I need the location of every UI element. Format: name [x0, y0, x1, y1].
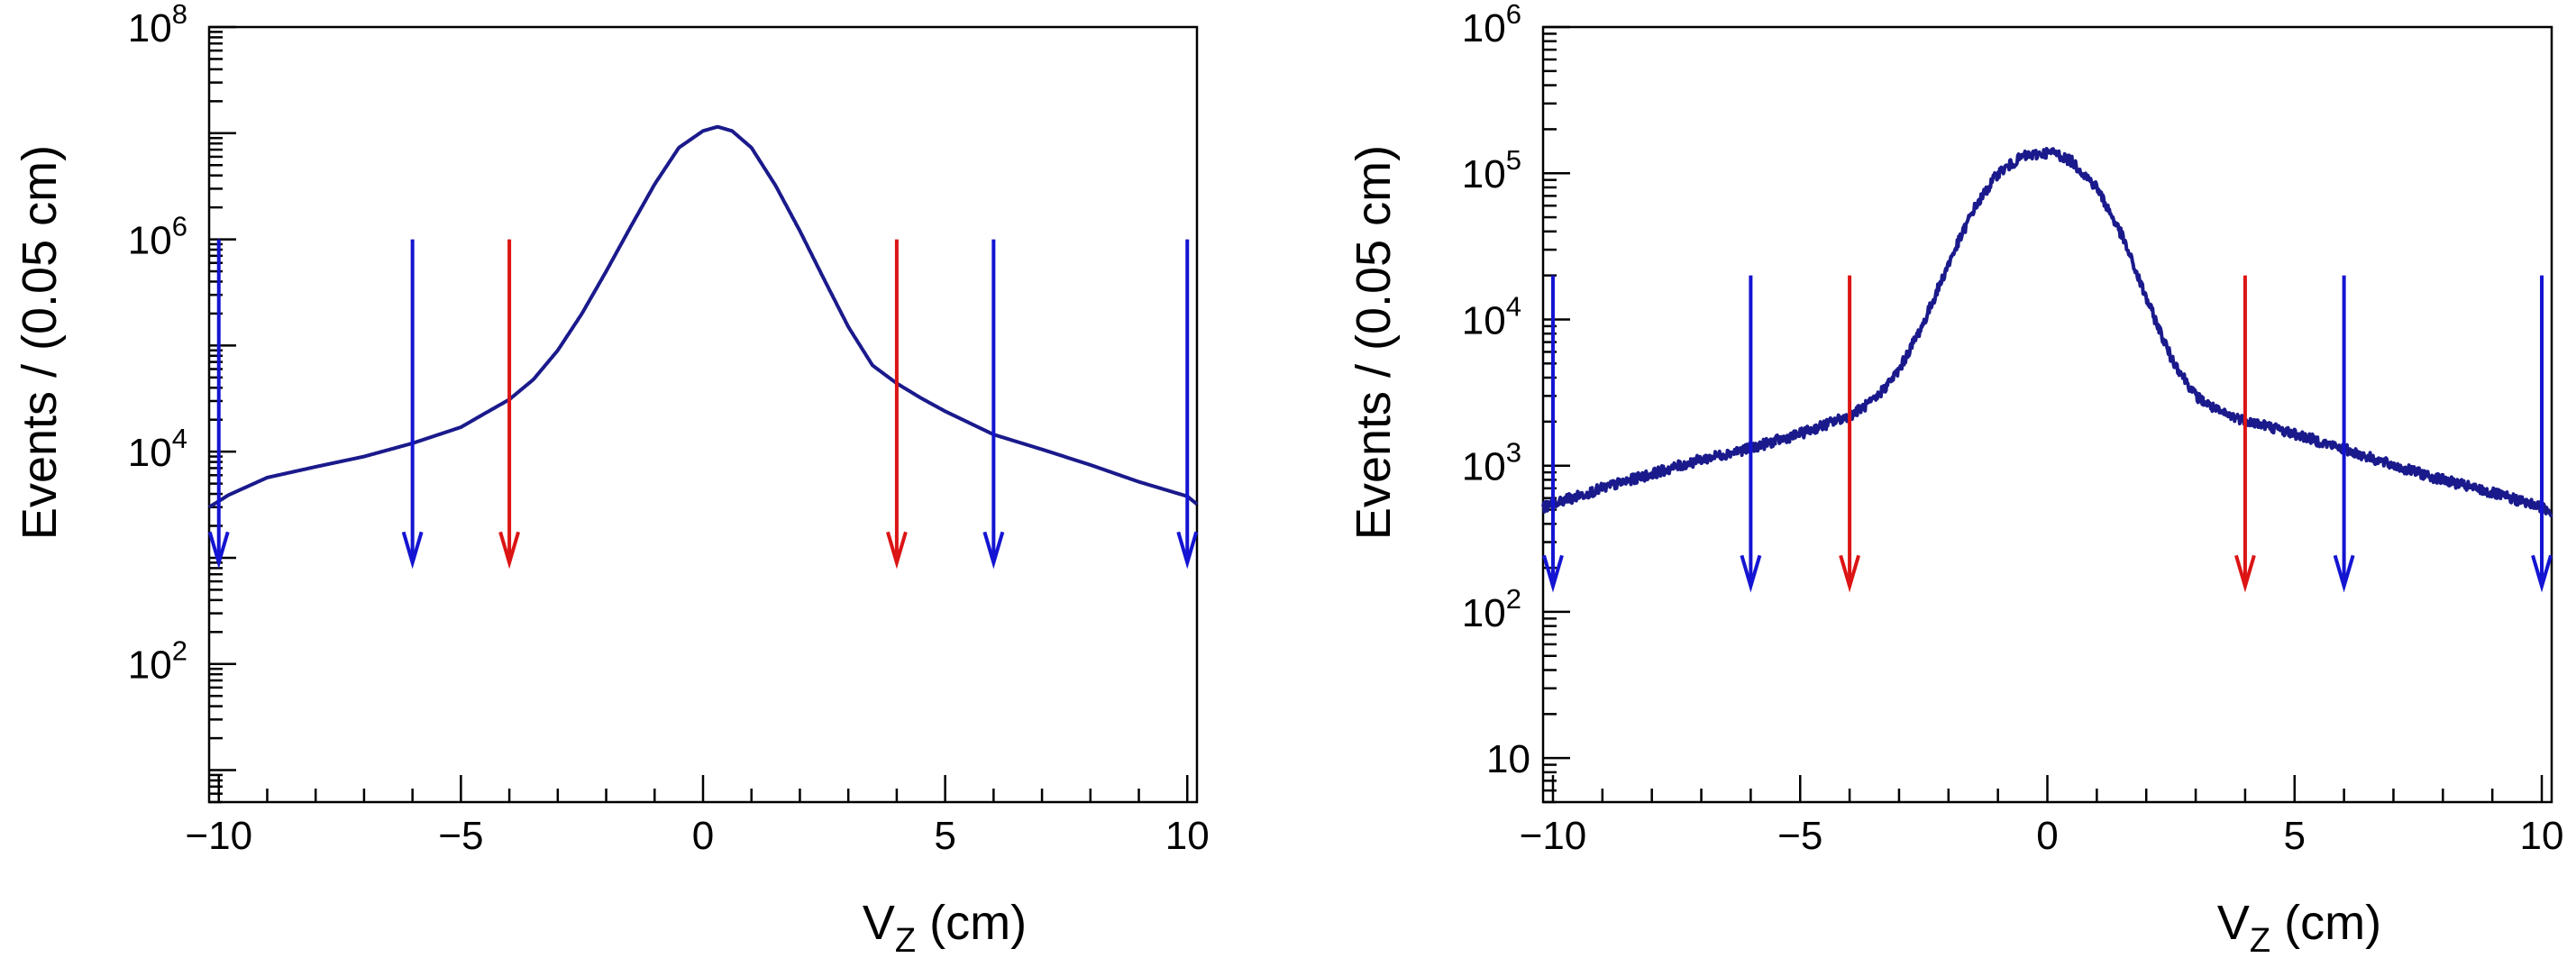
chart-1-x-tick-label: 10: [2520, 814, 2564, 858]
chart-0-cut-arrow-inner: [498, 239, 521, 570]
chart-0-x-axis-title: VZ (cm): [863, 896, 1027, 958]
chart-1-cut-arrow-inner: [1839, 275, 1861, 593]
chart-0-cut-arrow-inner: [885, 239, 908, 570]
chart-1-frame: [1541, 25, 2553, 804]
chart-1-cut-arrow-inner: [2233, 275, 2256, 593]
chart-1-y-tick-label: 10: [1486, 737, 1530, 781]
chart-0-x-tick-label: 5: [934, 814, 955, 858]
chart-1-y-tick-label: 102: [1462, 583, 1521, 635]
chart-1-x-tick-label: 0: [2036, 814, 2058, 858]
chart-1-y-axis-title: Events / (0.05 cm): [1347, 145, 1401, 540]
chart-0-series-line: [207, 124, 1199, 509]
chart-1-y-tick-label: 105: [1462, 144, 1521, 196]
chart-1-cut-arrow-outer: [1542, 275, 1564, 593]
chart-1-cut-arrow-outer: [2333, 275, 2355, 593]
chart-0-cut-arrow-outer: [401, 239, 424, 570]
chart-0-frame: [207, 25, 1199, 804]
chart-1-cut-arrow-outer: [2531, 275, 2553, 593]
chart-0-y-tick-label: 106: [128, 211, 187, 263]
chart-1-y-tick-label: 106: [1462, 0, 1521, 50]
chart-0-y-tick-label: 102: [128, 635, 187, 688]
chart-1-series-line: [1541, 147, 2553, 518]
chart-1-cut-arrow-outer: [1740, 275, 1762, 593]
chart-1-x-tick-label: −10: [1520, 814, 1587, 858]
chart-0-cut-arrow-outer: [207, 239, 230, 570]
chart-1-y-tick-label: 104: [1462, 290, 1521, 342]
chart-0-x-tick-label: 0: [692, 814, 714, 858]
chart-0-y-axis-title: Events / (0.05 cm): [13, 145, 67, 540]
chart-0-cut-arrow-outer: [1176, 239, 1199, 570]
chart-0-y-tick-label: 104: [128, 423, 187, 475]
chart-left: −10 −5 0 5 10 102 104 106 108 VZ (cm) Events / (0.…: [13, 0, 1210, 958]
chart-0-x-tick-label: 10: [1165, 814, 1210, 858]
chart-1-y-tick-label: 103: [1462, 437, 1521, 489]
chart-right: −10 −5 0 5 10 10 102 103 104 105 106 VZ (cm) Events …: [1347, 0, 2564, 958]
chart-1-x-tick-label: 5: [2284, 814, 2306, 858]
chart-0-x-tick-label: −5: [438, 814, 483, 858]
chart-0-y-tick-label: 108: [128, 0, 187, 50]
chart-0-x-tick-label: −10: [185, 814, 252, 858]
chart-1-x-tick-label: −5: [1777, 814, 1822, 858]
chart-1-x-axis-title: VZ (cm): [2217, 896, 2381, 958]
chart-0-cut-arrow-outer: [982, 239, 1005, 570]
